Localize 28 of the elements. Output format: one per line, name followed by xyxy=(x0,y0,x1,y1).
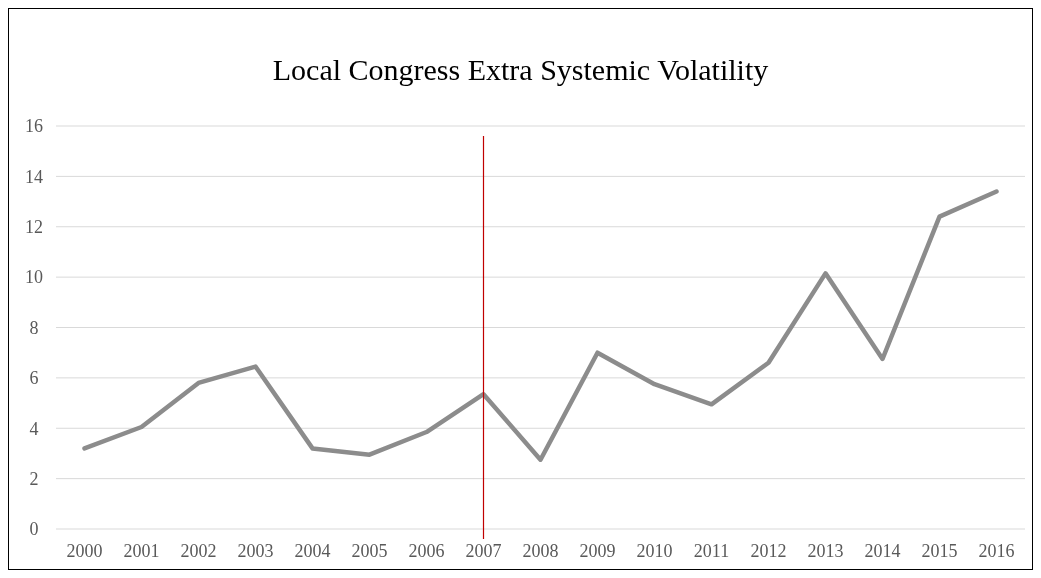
y-tick-label: 10 xyxy=(25,267,43,288)
x-tick-label: 2002 xyxy=(180,541,217,561)
line-series xyxy=(82,189,999,462)
y-tick-label: 8 xyxy=(29,317,39,338)
x-tick-label: 2003 xyxy=(237,541,274,561)
chart-title: Local Congress Extra Systemic Volatility xyxy=(272,53,769,86)
y-tick-label: 4 xyxy=(29,418,39,439)
y-tick-label: 14 xyxy=(25,166,43,187)
y-tick-label: 0 xyxy=(29,519,39,540)
x-tick-label: 2013 xyxy=(807,541,844,561)
y-tick-label: 6 xyxy=(29,368,39,389)
x-tick-label: 2006 xyxy=(408,541,445,561)
x-tick-label: 2000 xyxy=(66,541,103,561)
x-tick-label: 2015 xyxy=(921,541,958,561)
x-tick-label: 2012 xyxy=(750,541,787,561)
x-tick-label: 2004 xyxy=(294,541,331,561)
x-tick-label: 2016 xyxy=(978,541,1015,561)
x-tick-label: 2007 xyxy=(465,541,502,561)
x-tick-label: 2011 xyxy=(693,541,730,561)
y-tick-label: 16 xyxy=(25,116,43,137)
x-tick-label: 2009 xyxy=(579,541,616,561)
x-tick-label: 2001 xyxy=(123,541,160,561)
x-tick-label: 2005 xyxy=(351,541,388,561)
y-tick-label: 2 xyxy=(29,468,39,489)
x-tick-label: 2010 xyxy=(636,541,673,561)
x-tick-label: 2014 xyxy=(864,541,901,561)
x-tick-label: 2008 xyxy=(522,541,559,561)
y-tick-label: 12 xyxy=(25,217,43,238)
